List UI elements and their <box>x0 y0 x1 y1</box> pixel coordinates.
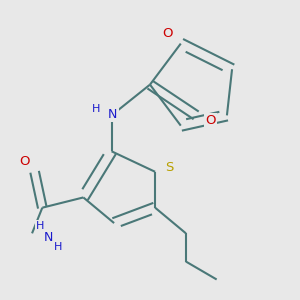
Text: O: O <box>163 27 173 40</box>
Text: H: H <box>92 104 100 114</box>
Text: O: O <box>205 114 215 127</box>
Text: S: S <box>165 161 173 174</box>
Text: N: N <box>108 108 118 121</box>
Text: H: H <box>54 242 62 252</box>
Text: H: H <box>36 220 44 231</box>
Text: N: N <box>44 231 53 244</box>
Text: O: O <box>19 155 30 168</box>
